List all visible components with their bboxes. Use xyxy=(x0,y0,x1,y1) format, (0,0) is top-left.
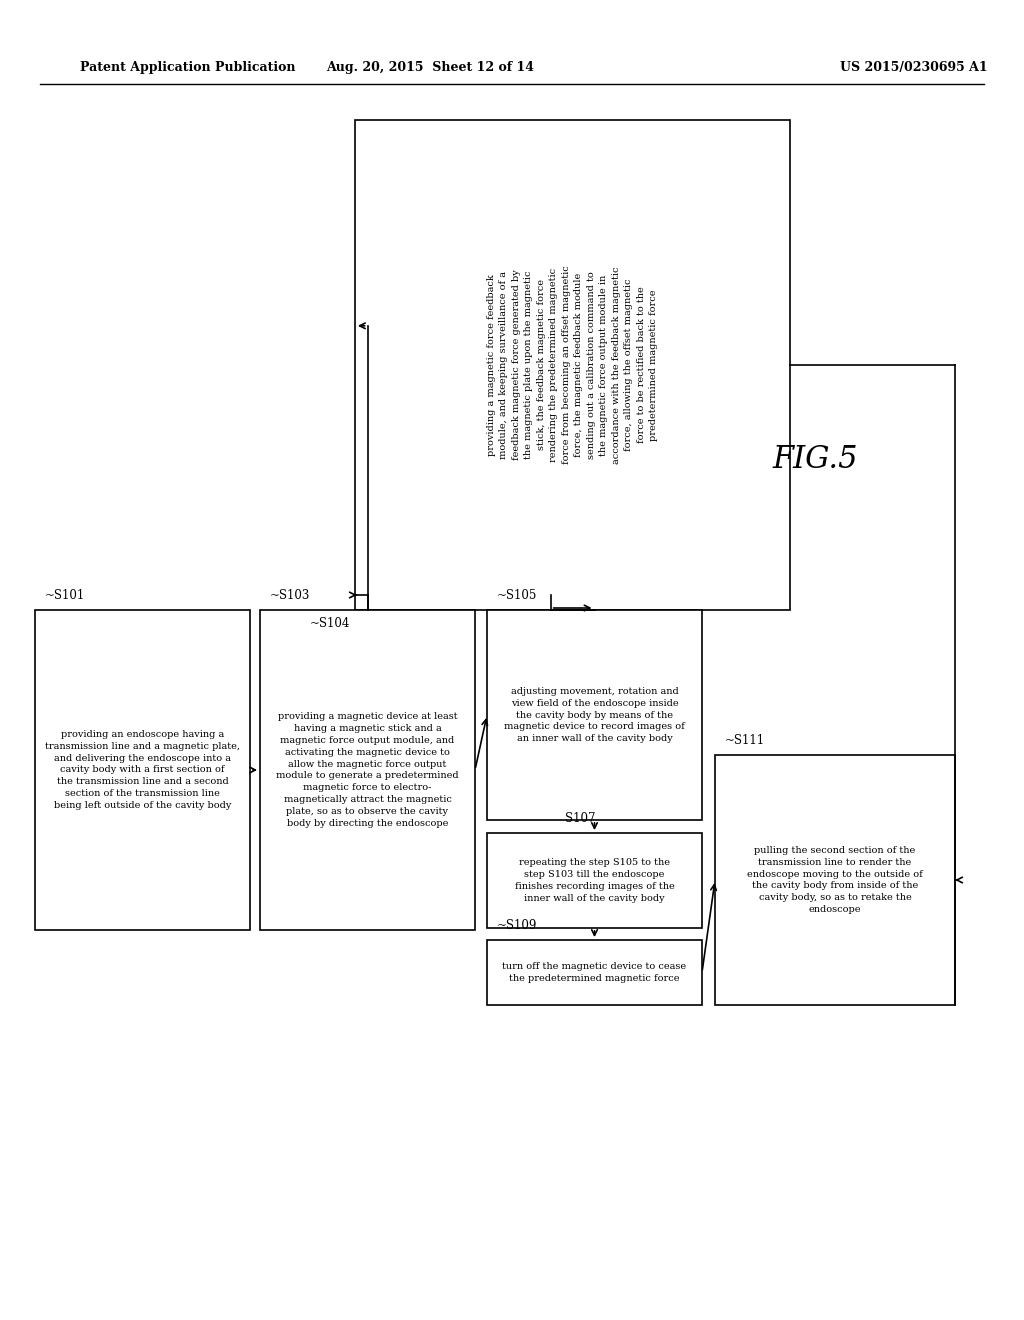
Text: ~S103: ~S103 xyxy=(270,589,310,602)
Text: Aug. 20, 2015  Sheet 12 of 14: Aug. 20, 2015 Sheet 12 of 14 xyxy=(326,62,534,74)
Bar xyxy=(355,120,790,610)
Text: S107: S107 xyxy=(564,812,595,825)
Text: ~S105: ~S105 xyxy=(497,589,538,602)
Bar xyxy=(35,610,250,931)
Text: adjusting movement, rotation and
view field of the endoscope inside
the cavity b: adjusting movement, rotation and view fi… xyxy=(504,686,685,743)
Text: pulling the second section of the
transmission line to render the
endoscope movi: pulling the second section of the transm… xyxy=(748,846,923,913)
Bar xyxy=(487,833,702,928)
Bar xyxy=(260,610,475,931)
Bar xyxy=(487,610,702,820)
Text: ~S111: ~S111 xyxy=(725,734,765,747)
Text: providing an endoscope having a
transmission line and a magnetic plate,
and deli: providing an endoscope having a transmis… xyxy=(45,730,240,810)
Text: US 2015/0230695 A1: US 2015/0230695 A1 xyxy=(840,62,987,74)
Text: FIG.5: FIG.5 xyxy=(772,445,858,475)
Bar xyxy=(715,755,955,1005)
Text: repeating the step S105 to the
step S103 till the endoscope
finishes recording i: repeating the step S105 to the step S103… xyxy=(515,858,675,903)
Text: ~S104: ~S104 xyxy=(309,616,350,630)
Bar xyxy=(487,940,702,1005)
Text: ~S109: ~S109 xyxy=(497,919,538,932)
Text: Patent Application Publication: Patent Application Publication xyxy=(80,62,296,74)
Text: ~S101: ~S101 xyxy=(45,589,85,602)
Text: providing a magnetic force feedback
module, and keeping surveillance of a
feedba: providing a magnetic force feedback modu… xyxy=(486,265,658,465)
Text: providing a magnetic device at least
having a magnetic stick and a
magnetic forc: providing a magnetic device at least hav… xyxy=(276,713,459,828)
Text: turn off the magnetic device to cease
the predetermined magnetic force: turn off the magnetic device to cease th… xyxy=(503,962,686,983)
